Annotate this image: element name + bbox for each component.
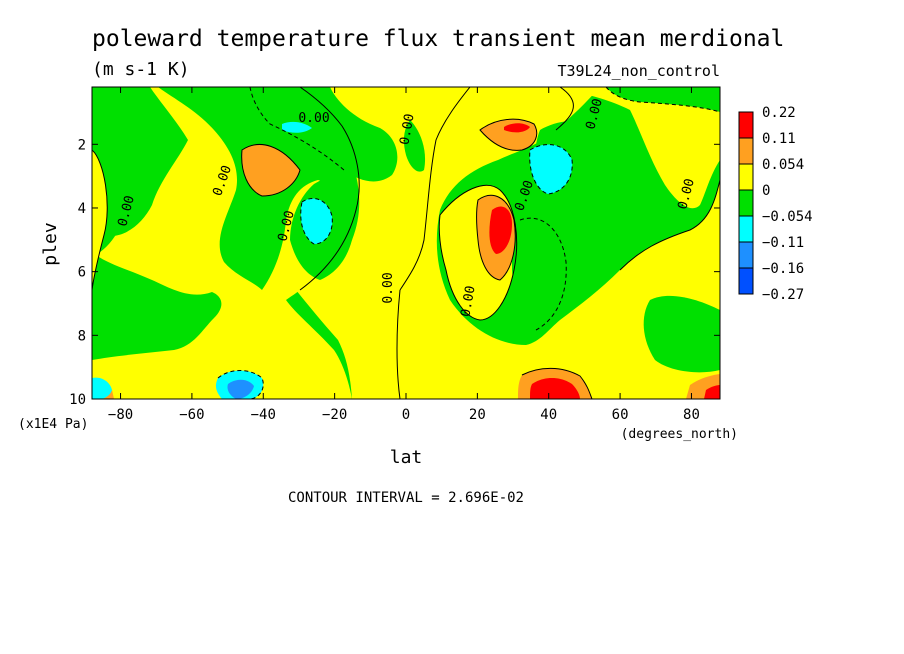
contour-line-positive [438, 184, 518, 321]
red-region [504, 123, 530, 133]
x-tick-label: −20 [322, 407, 347, 423]
colorbar-label: −0.11 [762, 235, 804, 251]
yellow-region [560, 87, 720, 209]
colorbar-label: 0 [762, 183, 770, 199]
colorbar-label: 0.22 [762, 105, 796, 121]
colorbar-swatch [738, 111, 754, 139]
y-axis-ticks: 2 4 6 8 10 [69, 137, 720, 408]
x-axis-label: lat [390, 447, 423, 468]
yellow-region [296, 87, 470, 399]
contour-label: 0.00 [381, 272, 396, 303]
blue-region [227, 379, 254, 399]
green-region [606, 87, 720, 112]
green-region [403, 120, 426, 172]
x-tick-label: 40 [540, 407, 557, 423]
contour-line-positive [299, 87, 360, 291]
x-axis-ticks: −80 −60 −40 −20 0 20 40 60 80 [108, 87, 700, 423]
y-tick-label: 8 [78, 328, 86, 344]
contour-line-positive [476, 195, 516, 281]
green-region [512, 218, 567, 330]
yellow-region [92, 150, 108, 290]
cyan-region [300, 198, 333, 244]
contour-line-negative [529, 144, 573, 195]
contour-line-positive [619, 179, 720, 271]
x-tick-label: −40 [251, 407, 276, 423]
colorbar-swatch [738, 189, 754, 217]
y-tick-label: 6 [78, 265, 86, 281]
chart-title: poleward temperature flux transient mean… [92, 26, 784, 52]
contour-fills [92, 87, 720, 399]
colorbar-swatch [738, 215, 754, 243]
chart-units: (m s-1 K) [92, 59, 190, 80]
contour-interval: CONTOUR INTERVAL = 2.696E-02 [288, 490, 524, 506]
colorbar-swatch [738, 267, 754, 295]
contour-lines [92, 87, 720, 399]
contour-label: 0.00 [397, 113, 417, 146]
contour-line-positive [399, 87, 471, 291]
cyan-region [92, 377, 112, 399]
cyan-region [282, 121, 312, 133]
dataset-label: T39L24_non_control [557, 62, 720, 80]
contour-line-negative [605, 87, 720, 113]
colorbar-swatch [738, 137, 754, 165]
contour-line-negative [249, 87, 345, 171]
contour-line-positive [479, 118, 538, 151]
x-axis-units: (degrees_north) [621, 427, 738, 442]
x-tick-label: 80 [683, 407, 700, 423]
colorbar-label: −0.16 [762, 261, 804, 277]
green-region [92, 87, 188, 236]
colorbar-label: −0.27 [762, 287, 804, 303]
plot-area: 0.00 0.000.000.00 0.000.00 0.000.000.000.00… [69, 86, 721, 423]
y-axis-units: (x1E4 Pa) [18, 417, 88, 432]
contour-line-positive [521, 367, 593, 399]
y-tick-label: 2 [78, 137, 86, 153]
colorbar-label: 0.054 [762, 157, 804, 173]
x-tick-label: 0 [402, 407, 410, 423]
yellow-region [397, 87, 720, 399]
contour-label: 0.00 [298, 111, 329, 126]
colorbar-label: −0.054 [762, 209, 813, 225]
contour-line-positive [396, 289, 401, 399]
colorbar: 0.22 0.11 0.054 0 −0.054 −0.11 −0.16 −0.27 [738, 105, 813, 303]
colorbar-swatch [738, 163, 754, 191]
contour-line-positive [92, 149, 108, 291]
orange-region [241, 144, 300, 196]
x-tick-label: 60 [612, 407, 629, 423]
y-tick-label: 10 [69, 392, 86, 408]
contour-line-positive [555, 87, 574, 131]
x-tick-label: −80 [108, 407, 133, 423]
contour-line-positive [241, 144, 301, 197]
red-region [489, 206, 512, 254]
x-tick-label: 20 [469, 407, 486, 423]
green-region [643, 295, 720, 373]
y-axis-label: plev [40, 222, 61, 265]
contour-line-negative [519, 217, 567, 331]
green-region [250, 87, 398, 182]
red-region [704, 385, 720, 399]
x-tick-label: −60 [179, 407, 204, 423]
colorbar-label: 0.11 [762, 131, 796, 147]
cyan-region [529, 144, 573, 194]
contour-label: 0.00 [458, 285, 478, 318]
colorbar-swatch [738, 241, 754, 269]
red-region [530, 378, 580, 399]
y-tick-label: 4 [78, 201, 86, 217]
